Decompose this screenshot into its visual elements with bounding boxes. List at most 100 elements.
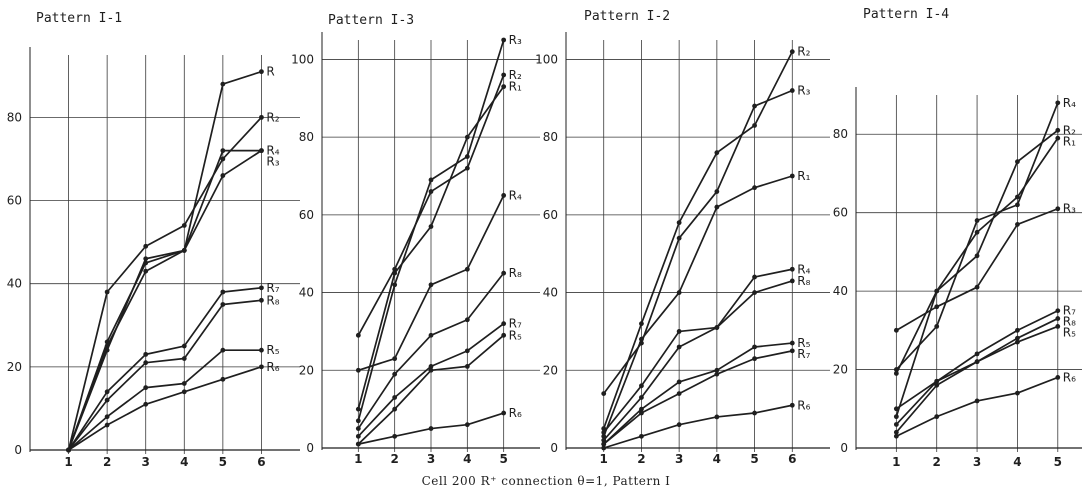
data-point [1015, 339, 1020, 345]
series-label: R₄ [797, 262, 810, 276]
series-label: R₃ [266, 155, 279, 169]
data-point [501, 410, 507, 416]
y-tick-label: 20 [833, 363, 848, 377]
series-label: R₈ [509, 266, 522, 280]
data-point [1015, 194, 1020, 200]
series-label: R₇ [1063, 304, 1076, 318]
data-point [501, 332, 507, 338]
series-line [603, 89, 793, 395]
data-point [392, 395, 398, 400]
data-point [220, 173, 226, 178]
data-point [392, 433, 398, 439]
x-tick-label: 5 [219, 455, 227, 469]
chart-title: Pattern I-1 [36, 11, 122, 26]
series-label: R₁ [509, 80, 522, 94]
y-tick-label: 80 [7, 110, 22, 124]
data-point [893, 406, 899, 412]
data-point [464, 134, 470, 140]
series-label: R₄ [509, 188, 522, 202]
y-tick-label: 0 [840, 441, 848, 455]
data-point [934, 288, 940, 294]
data-point [1015, 335, 1020, 341]
x-tick-label: 1 [892, 455, 900, 469]
data-point [220, 347, 226, 353]
data-point [501, 193, 507, 198]
x-tick-label: 3 [142, 455, 150, 469]
data-point [601, 430, 607, 435]
data-point [639, 383, 644, 389]
data-point [181, 356, 187, 361]
x-tick-label: 5 [1054, 455, 1062, 469]
series-line [67, 149, 262, 451]
data-point [789, 402, 795, 408]
y-tick-label: 80 [543, 130, 558, 144]
data-point [1015, 390, 1020, 396]
data-point [752, 344, 757, 350]
data-point [143, 268, 149, 274]
data-point [355, 441, 361, 447]
data-point [181, 389, 187, 395]
data-point [181, 343, 187, 349]
data-point [355, 332, 361, 338]
data-point [601, 391, 607, 396]
data-point [464, 364, 470, 369]
data-point [676, 290, 682, 295]
data-point [639, 321, 644, 327]
data-point [714, 150, 720, 156]
data-point [104, 414, 110, 420]
series-line [602, 51, 794, 429]
data-point [181, 248, 187, 253]
data-point [143, 401, 149, 407]
x-tick-label: 4 [1013, 455, 1021, 469]
data-point [714, 371, 720, 377]
series-label: R₂ [266, 110, 279, 124]
data-point [714, 414, 720, 420]
data-point [428, 189, 434, 194]
data-point [464, 165, 470, 171]
data-point [464, 154, 470, 159]
data-point [934, 304, 940, 310]
data-point [714, 204, 720, 210]
data-point [259, 69, 264, 75]
series-label: R₁ [1063, 134, 1076, 148]
data-point [752, 103, 757, 109]
x-tick-label: 3 [973, 455, 981, 469]
data-point [259, 364, 264, 370]
x-tick-label: 1 [354, 452, 362, 466]
data-point [428, 364, 434, 369]
chart-title: Pattern I-2 [584, 9, 670, 24]
y-tick-label: 100 [291, 52, 314, 66]
data-point [1015, 202, 1020, 208]
series-label: R₆ [1063, 370, 1076, 384]
y-tick-label: 20 [299, 363, 314, 377]
data-point [428, 367, 434, 373]
data-point [355, 433, 361, 439]
y-tick-label: 60 [299, 208, 314, 222]
y-tick-label: 60 [7, 194, 22, 208]
series-label: R₃ [797, 84, 810, 98]
data-point [259, 297, 264, 303]
series-line [67, 149, 262, 451]
data-point [752, 123, 757, 128]
data-point [104, 389, 110, 395]
series-label: R₇ [797, 347, 810, 361]
data-point [789, 348, 795, 354]
panel-pattern-i-2: Pattern I-21 2 3 4 5 6020406080100R₂R₃R₁R₄R₈R… [535, 9, 830, 466]
data-point [1055, 324, 1061, 329]
series-label: R₇ [266, 281, 279, 295]
series-line [602, 175, 793, 437]
data-point [676, 422, 682, 428]
y-tick-label: 80 [833, 127, 848, 141]
series-label: R₂ [509, 68, 522, 82]
y-tick-label: 40 [299, 286, 314, 300]
data-point [789, 173, 795, 179]
series-label: R₆ [797, 398, 810, 412]
data-point [789, 340, 795, 346]
x-tick-label: 6 [257, 455, 265, 469]
data-point [501, 270, 507, 276]
data-point [143, 256, 149, 262]
series-line [68, 349, 262, 451]
